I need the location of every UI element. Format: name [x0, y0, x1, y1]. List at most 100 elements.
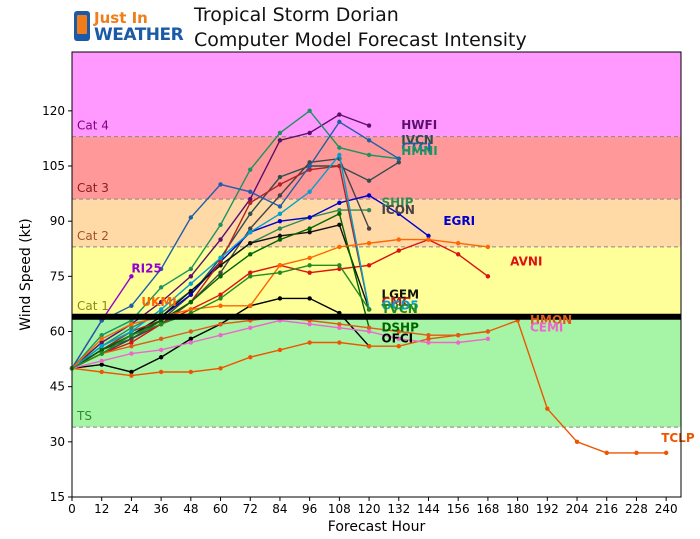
- data-point-tclp: [99, 369, 104, 375]
- data-point-lgem: [277, 233, 283, 239]
- data-point-hmon: [337, 321, 342, 327]
- data-point-tclp: [574, 439, 580, 445]
- data-point-ukmi: [396, 237, 401, 242]
- data-point-ukmi: [485, 244, 491, 250]
- data-point-ocd5: [218, 255, 223, 261]
- data-point-cmc: [277, 182, 283, 187]
- y-tick-label: 105: [42, 159, 65, 173]
- model-label-ofci: OFCI: [381, 332, 413, 346]
- data-point-tclp: [366, 344, 372, 349]
- data-point-tclp: [188, 369, 194, 375]
- data-point-tclp: [248, 355, 253, 360]
- data-point-egri: [337, 200, 342, 205]
- data-point-avni: [248, 270, 253, 275]
- data-point-ofci: [99, 362, 104, 367]
- model-label-icon: ICON: [381, 203, 415, 217]
- data-point-ctci: [277, 204, 283, 209]
- x-tick-label: 204: [566, 502, 589, 516]
- data-point-egri: [277, 218, 283, 224]
- data-point-hmni: [99, 332, 104, 338]
- phone-icon: [74, 11, 90, 41]
- data-point-icon: [366, 226, 372, 231]
- data-point-ukmi: [455, 241, 461, 246]
- y-tick-label: 120: [42, 104, 65, 118]
- y-tick-label: 60: [50, 325, 65, 339]
- data-point-hmni: [248, 167, 253, 172]
- data-point-ctci: [307, 163, 312, 169]
- model-label-tclp: TCLP: [661, 431, 695, 445]
- data-point-ofci: [129, 369, 134, 375]
- data-point-tclp: [337, 340, 342, 345]
- data-point-cemi: [158, 347, 164, 353]
- data-point-hwfi: [307, 130, 312, 136]
- model-label-ukmi: UKMI: [141, 295, 176, 309]
- x-tick-label: 60: [213, 502, 228, 516]
- data-point-hmni: [307, 108, 312, 114]
- x-tick-label: 216: [595, 502, 618, 516]
- data-point-hwfi: [188, 274, 194, 279]
- x-tick-label: 180: [506, 502, 529, 516]
- data-point-cmc: [218, 259, 223, 264]
- data-point-ocd5: [277, 211, 283, 217]
- data-point-egri: [426, 233, 431, 239]
- data-point-tvcn: [337, 263, 342, 268]
- y-tick-label: 45: [50, 380, 65, 394]
- data-point-egri: [366, 193, 372, 198]
- logo-text-just-in: Just In: [94, 9, 148, 27]
- data-point-hwfi: [337, 112, 342, 117]
- data-point-ivcn: [396, 160, 401, 165]
- data-point-ship: [366, 207, 372, 213]
- data-point-tclp: [218, 366, 223, 371]
- data-point-avni: [218, 292, 223, 297]
- data-point-ocd5: [188, 281, 194, 286]
- x-tick-label: 192: [536, 502, 559, 516]
- x-axis-label: Forecast Hour: [328, 519, 426, 535]
- data-point-tvcn: [277, 270, 283, 275]
- data-point-cemi: [99, 358, 104, 364]
- just-in-weather-logo: Just In WEATHER: [72, 8, 192, 48]
- x-tick-label: 156: [447, 502, 470, 516]
- y-tick-label: 15: [50, 490, 65, 504]
- data-point-hmni: [277, 130, 283, 136]
- data-point-cemi: [218, 332, 223, 338]
- data-point-dshp: [248, 252, 253, 257]
- data-point-ofci: [277, 296, 283, 301]
- data-point-hmon: [426, 332, 431, 338]
- model-label-dshp: DSHP: [381, 321, 419, 335]
- data-point-ofci: [188, 336, 194, 342]
- series-tvcn: [69, 263, 372, 371]
- x-tick-label: 108: [328, 502, 351, 516]
- data-point-tclp: [426, 336, 431, 342]
- data-point-dshp: [307, 226, 312, 231]
- data-point-hwfi: [218, 237, 223, 242]
- data-point-hmon: [366, 325, 372, 331]
- model-label-lgem: LGEM: [381, 287, 419, 301]
- data-point-tclp: [604, 450, 609, 456]
- data-point-cemi: [485, 336, 491, 342]
- data-point-tclp: [129, 373, 134, 378]
- y-tick-label: 90: [50, 214, 65, 228]
- data-point-dshp: [277, 237, 283, 242]
- data-point-cemi: [455, 340, 461, 345]
- x-tick-label: 240: [655, 502, 678, 516]
- model-label-ocd5: OCD5: [381, 298, 418, 312]
- data-point-ship: [129, 325, 134, 331]
- model-label-tvcn: TVCN: [381, 302, 417, 316]
- data-point-lgem: [188, 288, 194, 294]
- band-cat-3: [72, 136, 681, 200]
- data-point-icon: [277, 193, 283, 198]
- data-point-hwfi: [248, 196, 253, 202]
- model-label-ctci: CTCI: [401, 140, 431, 154]
- data-point-dshp: [218, 274, 223, 279]
- x-tick-label: 48: [183, 502, 198, 516]
- model-label-ship: SHIP: [381, 195, 413, 209]
- band-label-cat-3: Cat 3: [77, 181, 109, 195]
- data-point-hmni: [218, 222, 223, 228]
- data-point-icon: [129, 336, 134, 342]
- data-point-lgem: [337, 222, 342, 228]
- band-label-cat-1: Cat 1: [77, 299, 109, 313]
- band-label-cat-4: Cat 4: [77, 119, 109, 133]
- data-point-cemi: [188, 340, 194, 345]
- data-point-tvcn: [99, 351, 104, 356]
